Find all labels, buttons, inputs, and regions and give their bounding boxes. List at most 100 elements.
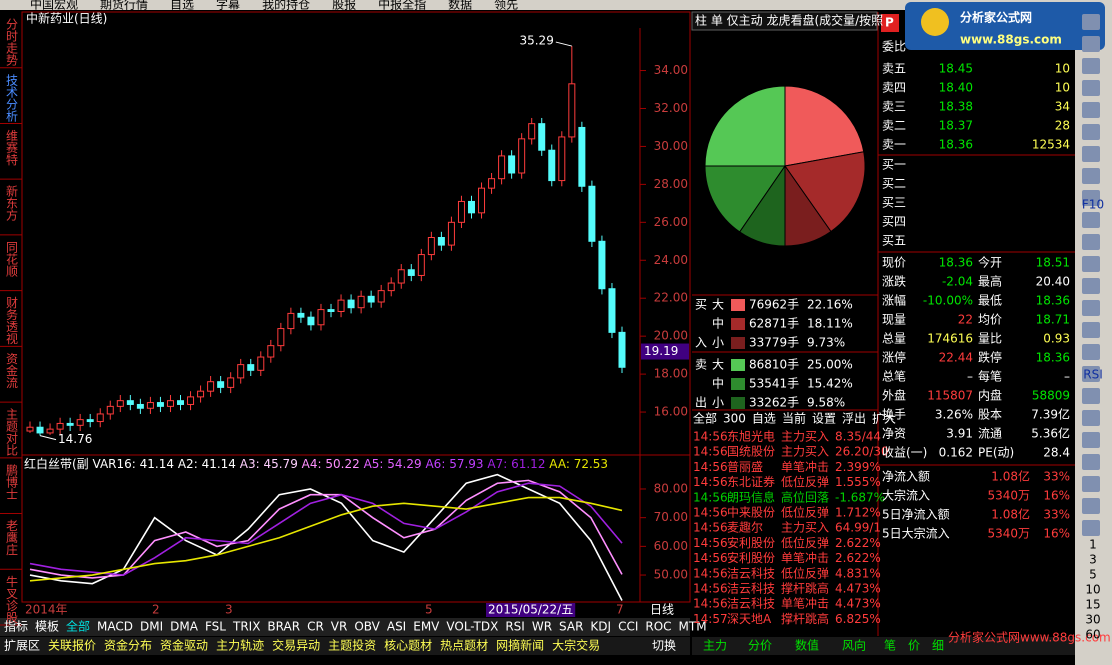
legend-item: AA: [549,457,570,471]
candle-body [588,185,596,242]
trade-cell: 8.35/44 [835,430,881,444]
candle-body [488,178,496,189]
bottom-right-tab[interactable]: 分价 [748,639,772,653]
trade-cell: 4.473% [835,582,881,596]
bottom-tab[interactable]: 资金分布 [104,638,152,653]
candle-body [498,155,506,180]
toolbar-button[interactable]: 5 [1089,568,1097,582]
menu-item: 中国宏观 [30,0,78,12]
flow-size: 小 [712,396,724,410]
toolbar-button[interactable]: 60 [1085,628,1100,642]
toolbar-button[interactable]: 10 [1085,583,1100,597]
bottom-tab[interactable]: 核心题材 [384,639,432,653]
toolbar-button[interactable]: RSI [1083,368,1103,382]
indicator-tab[interactable]: FSL [205,620,226,634]
indicator-tab[interactable]: CCI [618,620,638,634]
bottom-right-tab[interactable]: 风向 [842,638,866,653]
list-tab[interactable]: 当前 [782,411,806,426]
bottom-right-tab[interactable]: 细 [932,639,944,653]
indicator-tab[interactable]: SAR [559,620,583,634]
trade-cell: -1.687% [835,490,885,504]
y-tick-label: 34.00 [654,63,688,77]
low-annotation: 14.76 [58,432,92,446]
cursor-price: 19.19 [644,344,678,358]
indicator-tab[interactable]: ROC [645,620,671,634]
candle-body [347,299,355,309]
right-header: 柱 单 仅主动 龙虎看盘(成交量/按照 [695,13,883,28]
flow-pct: 15.42% [807,377,853,391]
indicator-tab[interactable]: 模板 [35,620,59,634]
menu-item: 数据 [448,0,472,12]
toolbar-button[interactable]: 15 [1085,598,1100,612]
candle-body [56,422,64,430]
bottom-tab[interactable]: 热点题材 [440,639,488,653]
bottom-right-tab[interactable]: 数值 [795,638,819,653]
bottom-tab[interactable]: 大宗交易 [552,638,600,653]
toolbar-button[interactable]: 1 [1089,538,1097,552]
indicator-tab[interactable]: 指标 [4,619,28,634]
indicator-tab[interactable]: CR [307,620,324,634]
menu-item: 领先 [494,0,518,12]
candle-body [518,138,526,174]
bottom-tab[interactable]: 扩展区 [4,639,40,653]
toolbar-button[interactable]: F10 [1082,198,1104,212]
indicator-tab[interactable]: KDJ [590,620,611,634]
toolbar-button[interactable]: 30 [1085,613,1100,627]
list-tab[interactable]: 自选 [752,412,776,426]
indicator-tab[interactable]: OBV [354,620,380,634]
bottom-right-tab[interactable]: 价 [908,639,920,653]
stat-value: 22 [958,313,973,327]
indicator-tab[interactable]: 全部 [66,619,90,634]
bottom-right-tab[interactable]: 笔 [884,638,896,653]
stat-label: 量比 [978,332,1002,346]
indicator-tab[interactable]: ASI [387,620,406,634]
indicator-tab[interactable]: VOL-TDX [446,620,498,634]
stat-label: 最高 [978,274,1002,289]
indicator-line [29,482,623,576]
list-tab[interactable]: 扩大 [872,412,896,426]
indicator-tab[interactable]: DMI [140,620,163,634]
indicator-tab[interactable]: RSI [505,620,525,634]
switch-tab[interactable]: 切换 [652,639,676,653]
candle-body [377,290,385,303]
bottom-tab[interactable]: 关联报价 [48,638,96,653]
indicator-tab[interactable]: EMV [413,620,440,634]
indicator-tab[interactable]: WR [532,620,552,634]
annotation-arrow [39,435,57,441]
ask-volume: 10 [1055,62,1070,76]
logo-icon-text: P [885,16,894,30]
indicator-tab[interactable]: MACD [97,620,133,634]
candle-body [327,309,335,312]
legend-item: 45.79 [263,457,297,471]
list-tab[interactable]: 全部 [693,411,717,426]
trade-cell: 低位反弹 [781,565,829,580]
candle-body [46,428,54,434]
bottom-tab[interactable]: 主题投资 [328,638,376,653]
indicator-tab[interactable]: MTM [679,620,707,634]
indicator-tab[interactable]: TRIX [232,620,260,634]
bottom-tab[interactable]: 交易异动 [272,638,320,653]
bottom-tab[interactable]: 主力轨迹 [216,639,264,653]
ask-label: 卖五 [882,62,906,76]
trade-cell: 14:56 [693,475,728,489]
indicator-tab[interactable]: VR [331,620,348,634]
indicator-tab[interactable]: BRAR [267,620,300,634]
bottom-tab[interactable]: 网摘新闻 [496,638,544,653]
trade-cell: 14:56 [693,566,728,580]
sidebar-tab: 资金流 [5,352,19,388]
trade-cell: 单笔冲击 [781,596,829,611]
toolbar-icon [1082,432,1100,448]
list-tab[interactable]: 设置 [812,412,836,426]
list-tab[interactable]: 浮出 [842,412,866,426]
indicator-tab[interactable]: DMA [170,620,199,634]
trade-cell: 深天地A [727,612,772,626]
bid-label: 买二 [882,177,906,191]
toolbar-button[interactable]: 3 [1089,553,1097,567]
list-tab[interactable]: 300 [723,412,746,426]
flow-label: 5日净流入额 [882,508,950,522]
bottom-tab[interactable]: 资金驱动 [160,638,208,653]
stat-label: 流通 [978,427,1002,441]
candle-body [237,364,245,379]
bottom-right-tab[interactable]: 主力 [703,639,727,653]
tab-bar [0,618,690,636]
